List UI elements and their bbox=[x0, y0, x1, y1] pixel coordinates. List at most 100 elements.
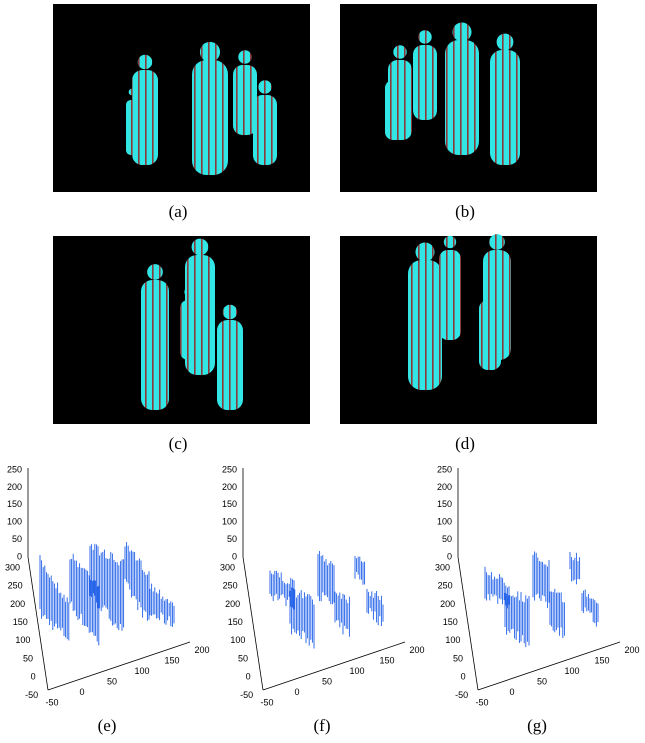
silhouette-head bbox=[238, 50, 251, 63]
silhouette-body bbox=[192, 60, 228, 175]
silhouette-head bbox=[184, 286, 195, 297]
y-tick-label: -50 bbox=[240, 690, 253, 700]
y-axis bbox=[243, 557, 263, 690]
silhouette-head bbox=[258, 80, 271, 93]
z-tick-label: 100 bbox=[7, 517, 22, 527]
silhouette-head bbox=[393, 45, 406, 58]
photo-panel bbox=[53, 236, 310, 424]
z-tick-label: 0 bbox=[17, 551, 22, 561]
y-tick-label: 0 bbox=[31, 672, 36, 682]
x-tick-label: -50 bbox=[475, 697, 488, 707]
y-tick-label: 150 bbox=[443, 617, 458, 627]
y-tick-label: 100 bbox=[15, 635, 30, 645]
y-tick-label: 200 bbox=[225, 599, 240, 609]
x-tick-label: 100 bbox=[349, 666, 364, 676]
y-tick-label: 250 bbox=[438, 581, 453, 591]
z-tick-label: 0 bbox=[232, 551, 237, 561]
panel-label: (a) bbox=[169, 202, 188, 221]
y-tick-label: 0 bbox=[246, 672, 251, 682]
y-tick-label: 0 bbox=[461, 672, 466, 682]
z-tick-label: 50 bbox=[442, 534, 452, 544]
silhouette-head bbox=[418, 30, 431, 43]
plot-3d: 250200150100500300250200150100500-50-500… bbox=[5, 464, 210, 735]
x-tick-label: 50 bbox=[537, 676, 547, 686]
silhouette-head bbox=[489, 234, 505, 250]
panel-label: (c) bbox=[169, 434, 188, 453]
y-tick-label: 300 bbox=[220, 562, 235, 572]
z-tick-label: 150 bbox=[7, 499, 22, 509]
z-tick-label: 50 bbox=[227, 534, 237, 544]
x-axis bbox=[263, 642, 405, 690]
x-tick-label: 200 bbox=[409, 645, 424, 655]
z-tick-label: 50 bbox=[12, 534, 22, 544]
y-tick-label: 150 bbox=[13, 617, 28, 627]
silhouette-head bbox=[497, 34, 514, 51]
silhouette-body bbox=[408, 260, 442, 390]
x-tick-label: -50 bbox=[45, 697, 58, 707]
x-tick-label: 150 bbox=[594, 655, 609, 665]
z-tick-label: 200 bbox=[7, 482, 22, 492]
x-tick-label: 0 bbox=[79, 687, 84, 697]
x-tick-label: -50 bbox=[260, 697, 273, 707]
silhouette-head bbox=[452, 22, 471, 41]
y-tick-label: 250 bbox=[8, 581, 23, 591]
photo-panel bbox=[340, 234, 597, 424]
silhouette-body bbox=[445, 40, 479, 155]
x-axis bbox=[478, 642, 620, 690]
z-tick-label: 250 bbox=[437, 464, 452, 474]
y-tick-label: 50 bbox=[238, 653, 248, 663]
x-tick-label: 50 bbox=[107, 676, 117, 686]
z-tick-label: 0 bbox=[447, 551, 452, 561]
z-tick-label: 150 bbox=[222, 499, 237, 509]
silhouette-body bbox=[413, 45, 437, 120]
y-axis bbox=[458, 557, 478, 690]
z-tick-label: 100 bbox=[437, 517, 452, 527]
photo-panel bbox=[53, 4, 310, 192]
silhouette-head bbox=[415, 242, 434, 261]
z-tick-label: 250 bbox=[222, 464, 237, 474]
x-tick-label: 150 bbox=[164, 655, 179, 665]
photo-background bbox=[340, 236, 597, 424]
x-tick-label: 50 bbox=[322, 676, 332, 686]
silhouette-body bbox=[180, 300, 200, 360]
x-tick-label: 100 bbox=[134, 666, 149, 676]
y-tick-label: -50 bbox=[455, 690, 468, 700]
silhouette-head bbox=[138, 55, 153, 70]
z-tick-label: 250 bbox=[7, 464, 22, 474]
y-tick-label: 100 bbox=[230, 635, 245, 645]
panel-label: (f) bbox=[314, 716, 331, 735]
silhouette-head bbox=[147, 264, 163, 280]
x-tick-label: 150 bbox=[379, 655, 394, 665]
silhouette-head bbox=[200, 42, 220, 62]
silhouette-body bbox=[479, 300, 501, 370]
silhouette-body bbox=[126, 100, 138, 155]
silhouette-head bbox=[444, 236, 456, 248]
x-tick-label: 100 bbox=[564, 666, 579, 676]
silhouette-body bbox=[141, 280, 169, 410]
panel-label: (d) bbox=[455, 434, 475, 453]
y-tick-label: 200 bbox=[440, 599, 455, 609]
y-tick-label: 50 bbox=[23, 653, 33, 663]
figure: (a)(b)(c)(d)2502001501005003002502001501… bbox=[0, 0, 645, 743]
y-tick-label: 300 bbox=[5, 562, 20, 572]
x-tick-label: 200 bbox=[624, 645, 639, 655]
z-tick-label: 150 bbox=[437, 499, 452, 509]
silhouette-body bbox=[490, 50, 520, 165]
silhouette-body bbox=[439, 250, 461, 340]
panel-label: (e) bbox=[98, 716, 117, 735]
x-tick-label: 0 bbox=[509, 687, 514, 697]
silhouette-head bbox=[223, 305, 238, 320]
plot-3d: 250200150100500300250200150100500-50-500… bbox=[220, 464, 425, 735]
silhouette-head bbox=[484, 286, 496, 298]
x-axis bbox=[48, 642, 190, 690]
y-tick-label: 200 bbox=[10, 599, 25, 609]
silhouette-head bbox=[389, 66, 400, 77]
x-tick-label: 200 bbox=[194, 645, 209, 655]
panel-label: (g) bbox=[527, 716, 547, 735]
photo-panel bbox=[340, 4, 597, 192]
silhouette-head bbox=[192, 239, 209, 256]
silhouette-body bbox=[385, 80, 405, 140]
y-tick-label: 50 bbox=[453, 653, 463, 663]
silhouette-head bbox=[129, 89, 136, 96]
silhouette-body bbox=[217, 320, 243, 410]
